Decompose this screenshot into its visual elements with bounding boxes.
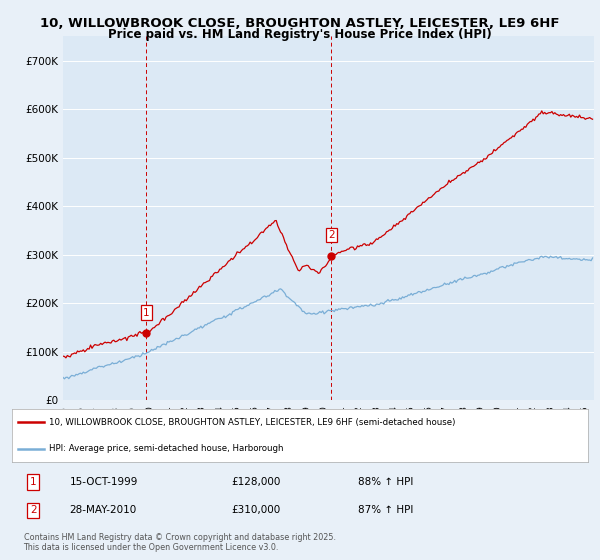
Text: 2: 2 [30,506,37,516]
Text: 2: 2 [328,230,335,240]
Text: 10, WILLOWBROOK CLOSE, BROUGHTON ASTLEY, LEICESTER, LE9 6HF: 10, WILLOWBROOK CLOSE, BROUGHTON ASTLEY,… [40,17,560,30]
Text: £310,000: £310,000 [231,506,280,516]
Text: Contains HM Land Registry data © Crown copyright and database right 2025.
This d: Contains HM Land Registry data © Crown c… [23,533,335,552]
Text: 10, WILLOWBROOK CLOSE, BROUGHTON ASTLEY, LEICESTER, LE9 6HF (semi-detached house: 10, WILLOWBROOK CLOSE, BROUGHTON ASTLEY,… [49,418,456,427]
Text: 88% ↑ HPI: 88% ↑ HPI [358,477,413,487]
Text: 15-OCT-1999: 15-OCT-1999 [70,477,138,487]
Text: 87% ↑ HPI: 87% ↑ HPI [358,506,413,516]
Text: Price paid vs. HM Land Registry's House Price Index (HPI): Price paid vs. HM Land Registry's House … [108,28,492,41]
Text: HPI: Average price, semi-detached house, Harborough: HPI: Average price, semi-detached house,… [49,444,284,453]
Text: 1: 1 [30,477,37,487]
Text: 28-MAY-2010: 28-MAY-2010 [70,506,137,516]
Text: £128,000: £128,000 [231,477,280,487]
Text: 1: 1 [143,307,150,318]
